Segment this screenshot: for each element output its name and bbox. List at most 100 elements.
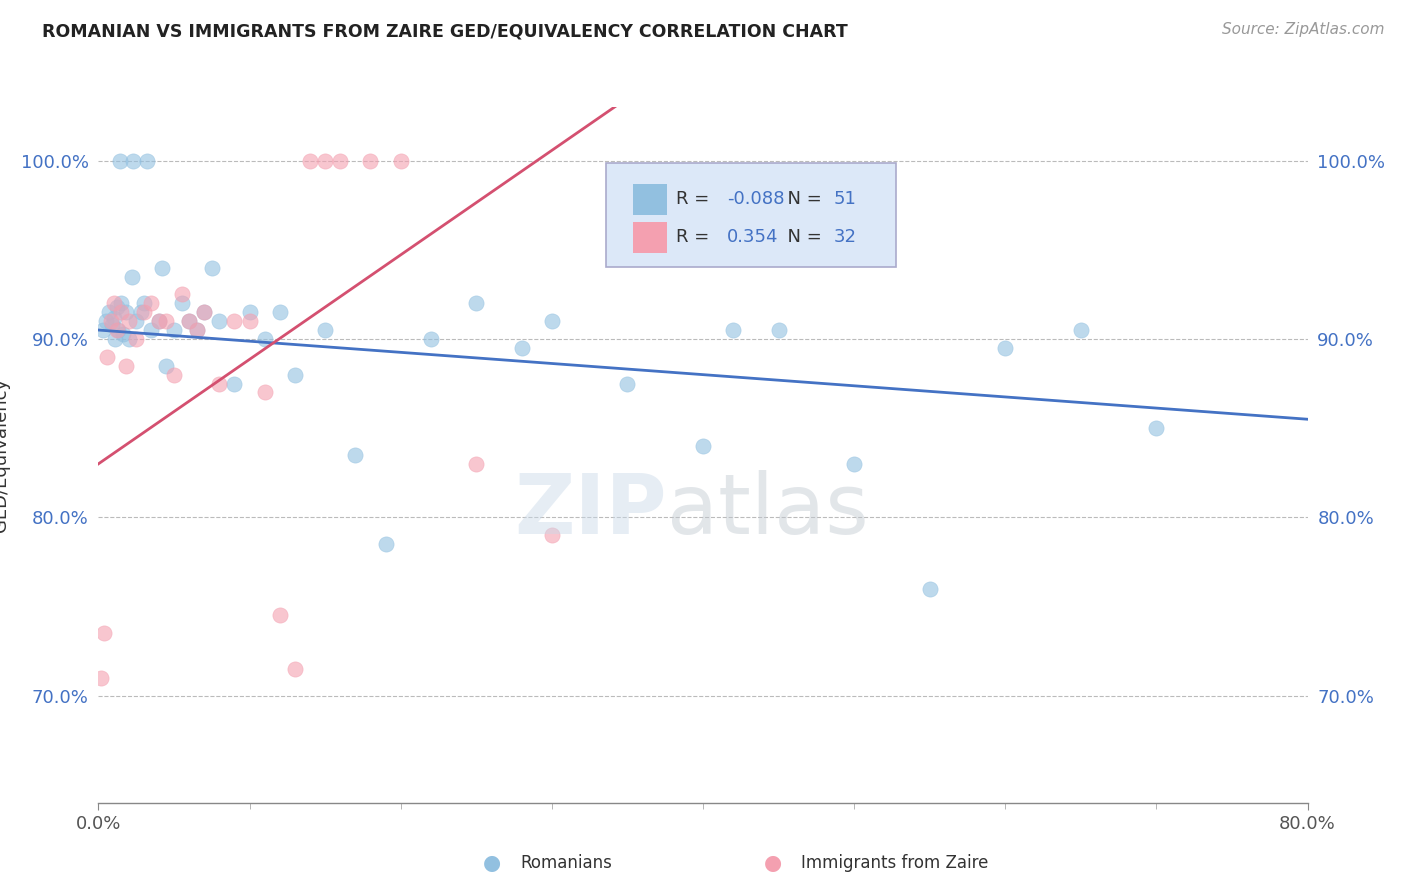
Point bbox=[186, 323, 208, 337]
Text: Immigrants from Zaire: Immigrants from Zaire bbox=[801, 855, 988, 872]
Text: N =: N = bbox=[776, 190, 827, 208]
Point bbox=[103, 310, 125, 325]
Point bbox=[224, 314, 246, 328]
Point bbox=[150, 260, 173, 275]
Point bbox=[96, 350, 118, 364]
Point bbox=[179, 314, 201, 328]
Point bbox=[465, 296, 488, 310]
Point bbox=[94, 314, 117, 328]
Point bbox=[100, 314, 122, 328]
Point bbox=[284, 368, 307, 382]
Point bbox=[540, 528, 562, 542]
Point bbox=[994, 341, 1017, 355]
Text: Source: ZipAtlas.com: Source: ZipAtlas.com bbox=[1222, 22, 1385, 37]
Text: ZIP: ZIP bbox=[515, 470, 666, 551]
Point bbox=[118, 314, 141, 328]
Point bbox=[239, 314, 262, 328]
Point bbox=[155, 359, 177, 373]
Point bbox=[122, 153, 145, 168]
Point bbox=[163, 323, 186, 337]
Point bbox=[103, 296, 125, 310]
Point bbox=[1146, 421, 1168, 435]
FancyBboxPatch shape bbox=[606, 162, 897, 267]
Point bbox=[148, 314, 170, 328]
FancyBboxPatch shape bbox=[633, 222, 666, 253]
Point bbox=[105, 300, 128, 314]
Point bbox=[208, 314, 231, 328]
Text: N =: N = bbox=[776, 228, 827, 246]
Point bbox=[420, 332, 443, 346]
Point bbox=[179, 314, 201, 328]
Point bbox=[118, 332, 141, 346]
Point bbox=[104, 332, 127, 346]
Point bbox=[107, 323, 129, 337]
Point bbox=[132, 305, 155, 319]
Point bbox=[389, 153, 412, 168]
Point bbox=[360, 153, 382, 168]
Point bbox=[148, 314, 170, 328]
Point bbox=[201, 260, 224, 275]
Point bbox=[239, 305, 262, 319]
Text: 51: 51 bbox=[834, 190, 856, 208]
Point bbox=[224, 376, 246, 391]
Point bbox=[111, 326, 134, 341]
Point bbox=[98, 305, 121, 319]
Point bbox=[374, 537, 396, 551]
Point bbox=[253, 332, 276, 346]
Point bbox=[110, 305, 132, 319]
Point bbox=[90, 671, 112, 685]
Point bbox=[114, 359, 136, 373]
Point bbox=[101, 318, 124, 332]
Point bbox=[193, 305, 215, 319]
Text: 32: 32 bbox=[834, 228, 856, 246]
Y-axis label: GED/Equivalency: GED/Equivalency bbox=[0, 378, 10, 532]
Text: Romanians: Romanians bbox=[520, 855, 612, 872]
Point bbox=[105, 323, 128, 337]
Point bbox=[125, 332, 148, 346]
Text: R =: R = bbox=[676, 228, 716, 246]
Text: atlas: atlas bbox=[666, 470, 869, 551]
Point bbox=[129, 305, 152, 319]
Point bbox=[170, 296, 193, 310]
Point bbox=[692, 439, 714, 453]
Point bbox=[269, 305, 291, 319]
Point bbox=[299, 153, 322, 168]
Text: ●: ● bbox=[765, 854, 782, 873]
Point bbox=[170, 287, 193, 301]
Point bbox=[163, 368, 186, 382]
Point bbox=[114, 305, 136, 319]
Text: -0.088: -0.088 bbox=[727, 190, 785, 208]
Point bbox=[723, 323, 745, 337]
Point bbox=[141, 323, 163, 337]
Point bbox=[155, 314, 177, 328]
Point bbox=[844, 457, 866, 471]
Point bbox=[510, 341, 533, 355]
Point bbox=[208, 376, 231, 391]
Point bbox=[110, 296, 132, 310]
Point bbox=[186, 323, 208, 337]
Point bbox=[253, 385, 276, 400]
Point bbox=[768, 323, 790, 337]
FancyBboxPatch shape bbox=[633, 184, 666, 215]
Point bbox=[1070, 323, 1092, 337]
Point bbox=[91, 323, 114, 337]
Point bbox=[314, 153, 336, 168]
Point bbox=[616, 376, 638, 391]
Point bbox=[269, 608, 291, 623]
Point bbox=[314, 323, 336, 337]
Point bbox=[344, 448, 367, 462]
Point bbox=[329, 153, 352, 168]
Text: R =: R = bbox=[676, 190, 716, 208]
Point bbox=[125, 314, 148, 328]
Point bbox=[193, 305, 215, 319]
Point bbox=[121, 269, 143, 284]
Text: ●: ● bbox=[484, 854, 501, 873]
Point bbox=[540, 314, 562, 328]
Point bbox=[108, 153, 131, 168]
Point bbox=[135, 153, 157, 168]
Point bbox=[141, 296, 163, 310]
Point bbox=[918, 582, 941, 596]
Point bbox=[132, 296, 155, 310]
Point bbox=[465, 457, 488, 471]
Point bbox=[284, 662, 307, 676]
